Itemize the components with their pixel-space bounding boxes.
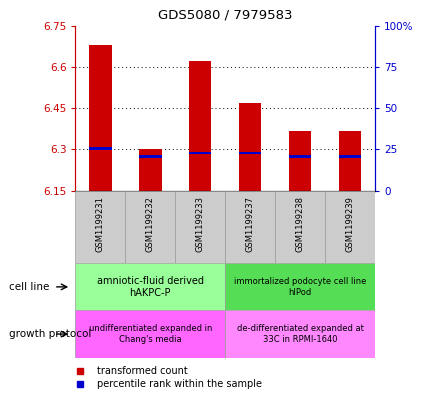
Text: transformed count: transformed count [97,366,187,376]
Bar [75,191,125,263]
Bar [288,132,310,191]
Bar [189,152,211,154]
Bar [189,61,211,191]
Text: GSM1199238: GSM1199238 [295,196,304,252]
Bar [238,103,261,191]
Bar [338,155,360,158]
Bar [274,191,324,263]
Bar [338,132,360,191]
Text: growth protocol: growth protocol [9,329,91,339]
Bar [224,263,374,310]
Bar [75,310,224,358]
Bar [288,155,310,158]
Title: GDS5080 / 7979583: GDS5080 / 7979583 [157,9,292,22]
Text: GSM1199239: GSM1199239 [345,196,354,252]
Text: amniotic-fluid derived
hAKPC-P: amniotic-fluid derived hAKPC-P [97,276,203,298]
Bar [175,191,224,263]
Bar [89,147,111,150]
Text: GSM1199232: GSM1199232 [145,196,154,252]
Text: immortalized podocyte cell line
hIPod: immortalized podocyte cell line hIPod [233,277,366,297]
Bar [139,155,161,158]
Bar [324,191,374,263]
Text: GSM1199233: GSM1199233 [195,196,204,252]
Bar [139,149,161,191]
Bar [125,191,175,263]
Bar [238,152,261,154]
Bar [89,45,111,191]
Bar [224,310,374,358]
Text: undifferentiated expanded in
Chang's media: undifferentiated expanded in Chang's med… [89,324,212,344]
Text: percentile rank within the sample: percentile rank within the sample [97,379,261,389]
Bar [224,191,274,263]
Bar [75,263,224,310]
Text: cell line: cell line [9,282,49,292]
Text: GSM1199231: GSM1199231 [95,196,104,252]
Text: GSM1199237: GSM1199237 [245,196,254,252]
Text: de-differentiated expanded at
33C in RPMI-1640: de-differentiated expanded at 33C in RPM… [236,324,362,344]
